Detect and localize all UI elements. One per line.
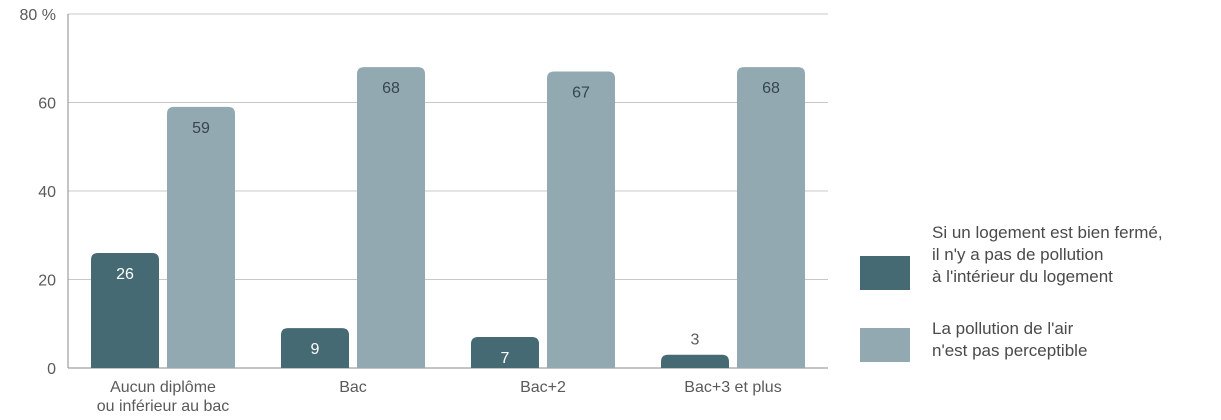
- value-label-s2-c4: 68: [762, 80, 780, 97]
- value-label-s2-c1: 59: [192, 120, 210, 137]
- value-label-s2-c2: 68: [382, 80, 400, 97]
- y-tick-label-0: 0: [47, 361, 56, 378]
- x-tick-label-line: Bac+2: [520, 379, 566, 396]
- bar-s1-c1: [91, 252, 159, 368]
- y-tick-label-60: 60: [38, 96, 56, 113]
- bar-s2-c4: [737, 67, 805, 368]
- legend-label-series-2: La pollution de l'air n'est pas percepti…: [932, 319, 1088, 360]
- value-label-s1-c3: 7: [501, 350, 510, 367]
- value-label-s1-c2: 9: [311, 341, 320, 358]
- legend-label-series-1: Si un logement est bien fermé, il n'y a …: [932, 223, 1163, 286]
- bar-s1-c2: [281, 328, 349, 368]
- bar-s1-c3: [471, 337, 539, 368]
- x-tick-label-line: Bac: [339, 379, 367, 396]
- x-tick-label-1: Aucun diplôme ou inférieur au bac: [97, 379, 230, 415]
- y-tick-label-40: 40: [38, 184, 56, 201]
- bar-s2-c2: [357, 67, 425, 368]
- y-tick-label-20: 20: [38, 273, 56, 290]
- value-label-s2-c3: 67: [572, 85, 590, 102]
- legend-swatch-series-2: [860, 328, 910, 362]
- bar-s2-c3: [547, 71, 615, 369]
- x-tick-label-3: Bac+2: [520, 379, 566, 396]
- bar-s2-c1: [167, 106, 235, 369]
- value-label-s1-c1: 26: [116, 266, 134, 283]
- value-label-s1-c4: 3: [691, 332, 700, 349]
- y-tick-label-80: 80 %: [20, 7, 56, 24]
- x-tick-label-2: Bac: [339, 379, 367, 396]
- x-tick-label-line: Aucun diplôme: [110, 379, 216, 396]
- bar-s1-c4: [661, 354, 729, 368]
- x-tick-label-line: ou inférieur au bac: [97, 398, 230, 415]
- legend-swatch-series-1: [860, 256, 910, 290]
- x-tick-label-4: Bac+3 et plus: [684, 379, 781, 396]
- x-tick-label-line: Bac+3 et plus: [684, 379, 781, 396]
